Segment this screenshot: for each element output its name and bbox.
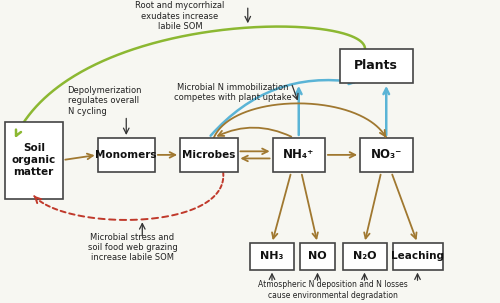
FancyBboxPatch shape xyxy=(340,49,412,83)
Text: N₂O: N₂O xyxy=(353,251,376,261)
Text: Microbial N immobilization
competes with plant uptake: Microbial N immobilization competes with… xyxy=(174,83,292,102)
Text: NH₃: NH₃ xyxy=(260,251,283,261)
Text: NO: NO xyxy=(308,251,327,261)
Text: Microbial stress and
soil food web grazing
increase labile SOM: Microbial stress and soil food web grazi… xyxy=(88,233,178,262)
Text: Depolymerization
regulates overall
N cycling: Depolymerization regulates overall N cyc… xyxy=(68,86,142,116)
FancyBboxPatch shape xyxy=(180,138,238,172)
FancyBboxPatch shape xyxy=(272,138,325,172)
FancyBboxPatch shape xyxy=(250,243,294,270)
Text: NH₄⁺: NH₄⁺ xyxy=(283,148,314,161)
FancyBboxPatch shape xyxy=(5,122,62,198)
FancyBboxPatch shape xyxy=(98,138,155,172)
Text: Monomers: Monomers xyxy=(96,150,157,160)
FancyBboxPatch shape xyxy=(392,243,442,270)
Text: Plants: Plants xyxy=(354,59,398,72)
Text: Leaching: Leaching xyxy=(391,251,444,261)
Text: Microbes: Microbes xyxy=(182,150,236,160)
Text: NO₃⁻: NO₃⁻ xyxy=(370,148,402,161)
Text: Root and mycorrhizal
exudates increase
labile SOM: Root and mycorrhizal exudates increase l… xyxy=(136,2,224,31)
FancyBboxPatch shape xyxy=(342,243,386,270)
FancyBboxPatch shape xyxy=(300,243,335,270)
Text: Atmospheric N deposition and N losses
cause environmental degradation: Atmospheric N deposition and N losses ca… xyxy=(258,280,408,300)
FancyBboxPatch shape xyxy=(360,138,412,172)
Text: Soil
organic
matter: Soil organic matter xyxy=(12,144,56,177)
